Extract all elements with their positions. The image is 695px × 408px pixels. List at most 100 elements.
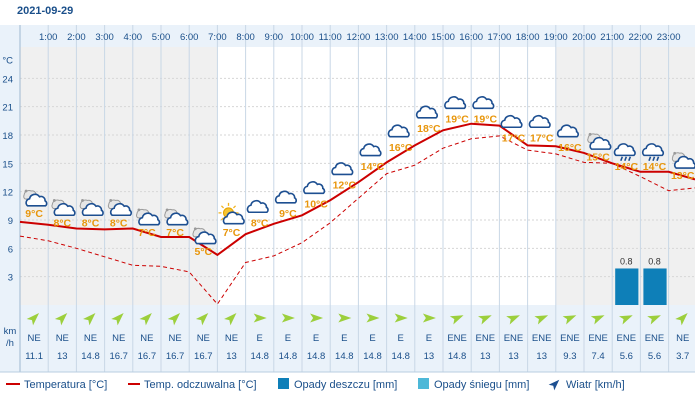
wind-direction-label: E <box>285 333 291 344</box>
wind-arrow-shape <box>26 313 40 326</box>
wind-arrow-icon <box>54 313 68 326</box>
hour-tick-label: 20:00 <box>572 32 596 43</box>
wind-speed-label: 13 <box>57 351 68 362</box>
temperature-label: 5°C <box>194 246 212 258</box>
wind-speed-label: 13 <box>226 351 237 362</box>
cloud-icon <box>500 114 523 129</box>
wind-arrow-icon <box>338 313 352 323</box>
hour-tick-label: 23:00 <box>657 32 681 43</box>
temperature-label: 8°C <box>251 217 269 229</box>
wind-direction-label: E <box>341 333 347 344</box>
cloud-shape <box>53 202 76 217</box>
temperature-label: 14°C <box>361 161 385 173</box>
hour-tick-label: 8:00 <box>236 32 255 43</box>
cloud-shape <box>444 96 467 110</box>
y-tick-label: 12 <box>2 188 13 199</box>
night-shade <box>20 47 218 305</box>
sun-ray <box>220 205 225 209</box>
wind-arrow-icon <box>534 315 549 325</box>
forecast-date: 2021-09-29 <box>17 5 74 17</box>
y-tick-label: 9 <box>8 216 13 227</box>
wind-speed-label: 13 <box>508 351 519 362</box>
legend-wind-arrow-icon <box>548 379 560 391</box>
cloud-shape <box>109 202 133 217</box>
cloud-shape <box>138 212 161 226</box>
wind-speed-label: 7.4 <box>591 351 604 362</box>
temperature-label: 7°C <box>166 227 184 239</box>
cloud-icon <box>303 181 326 195</box>
wind-direction-label: NE <box>84 333 97 344</box>
wind-speed-label: 14.8 <box>307 351 326 362</box>
wind-arrow-icon <box>253 313 267 323</box>
wind-arrow-shape <box>224 313 237 326</box>
wind-arrow-icon <box>478 315 492 325</box>
wind-direction-label: NE <box>676 333 689 344</box>
wind-direction-label: ENE <box>504 333 524 344</box>
temperature-label: 7°C <box>223 227 241 239</box>
temperature-label: 10°C <box>304 199 328 211</box>
wind-arrow-shape <box>590 315 605 325</box>
hour-tick-label: 3:00 <box>95 32 114 43</box>
cloud-shape <box>641 143 665 157</box>
rain-drop <box>648 156 652 162</box>
wind-arrow-icon <box>394 313 408 323</box>
hour-tick-label: 1:00 <box>39 32 58 43</box>
night-partly-cloudy-icon <box>164 208 189 226</box>
sun-ray <box>220 217 225 221</box>
wind-arrow-shape <box>478 315 492 325</box>
wind-arrow-shape <box>195 313 209 326</box>
cloud-shape <box>500 114 523 129</box>
hour-tick-label: 11:00 <box>319 32 342 43</box>
rain-value-label: 0.8 <box>620 256 633 266</box>
wind-arrow-icon <box>26 313 40 326</box>
night-partly-cloudy-icon <box>192 227 217 245</box>
wind-arrow-icon <box>111 313 124 326</box>
wind-direction-label: NE <box>112 333 125 344</box>
legend-label-wind: Wiatr [km/h] <box>566 379 625 391</box>
wind-arrow-shape <box>675 313 688 326</box>
wind-arrow-icon <box>167 313 181 326</box>
temperature-label: 17°C <box>502 132 526 144</box>
rain-drop <box>628 156 632 162</box>
wind-arrow-icon <box>281 313 295 323</box>
wind-direction-label: E <box>257 333 263 344</box>
moon-dot <box>81 199 84 202</box>
y-tick-label: 6 <box>8 244 13 255</box>
temperature-label: 14°C <box>615 161 639 173</box>
temperature-label: 16°C <box>389 142 413 154</box>
wind-direction-label: ENE <box>588 333 608 344</box>
wind-arrow-shape <box>534 315 549 325</box>
cloud-shape <box>589 136 612 150</box>
hour-tick-label: 2:00 <box>67 32 86 43</box>
hour-tick-label: 18:00 <box>516 32 540 43</box>
night-partly-cloudy-icon <box>136 208 161 226</box>
wind-direction-label: ENE <box>476 333 496 344</box>
moon-dot <box>165 208 169 212</box>
axis-gutter <box>0 25 20 372</box>
wind-arrow-shape <box>562 315 577 325</box>
wind-speed-label: 9.3 <box>563 351 576 362</box>
temperature-label: 8°C <box>53 217 71 229</box>
temperature-label: 15°C <box>586 151 610 163</box>
cloud-shape <box>387 124 410 138</box>
night-partly-cloudy-icon <box>51 199 76 217</box>
hour-tick-label: 16:00 <box>459 32 483 43</box>
wind-speed-label: 13 <box>536 351 547 362</box>
wind-arrow-shape <box>253 313 267 323</box>
rain-bar <box>615 268 639 305</box>
cloud-shape <box>613 143 636 157</box>
wind-direction-label: E <box>369 333 375 344</box>
cloud-shape <box>274 190 298 204</box>
wind-direction-label: ENE <box>617 333 637 344</box>
wind-speed-label: 3.7 <box>676 351 689 362</box>
cloud-shape <box>331 162 354 176</box>
wind-arrow-icon <box>366 313 380 323</box>
wind-arrow-icon <box>422 313 436 323</box>
wind-speed-label: 14.8 <box>250 351 269 362</box>
wind-arrow-shape <box>394 313 408 323</box>
temperature-label: 16°C <box>558 142 582 154</box>
cloud-shape <box>303 181 326 195</box>
wind-direction-label: E <box>313 333 319 344</box>
hour-tick-label: 22:00 <box>629 32 653 43</box>
wind-speed-label: 16.7 <box>109 351 128 362</box>
